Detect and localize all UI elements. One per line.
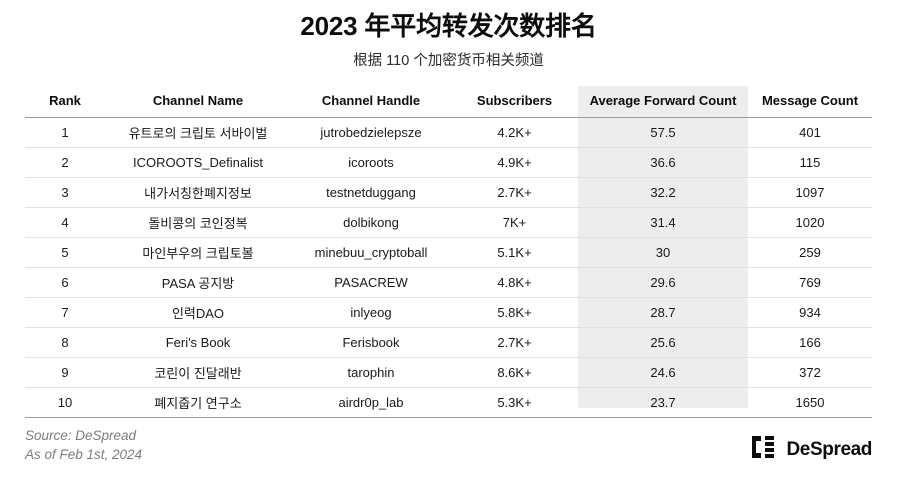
table-row: 1 유트로의 크립토 서바이벌 jutrobedzielepsze 4.2K+ 57.5…	[25, 117, 872, 148]
page-title: 2023 年平均转发次数排名	[300, 11, 597, 41]
table-cell-rank: 2	[25, 147, 105, 178]
ranking-table: Rank Channel Name Channel Handle Subscriber…	[25, 92, 872, 418]
table-cell-avg: 30	[578, 237, 748, 268]
table-cell-name: ICOROOTS_Definalist	[105, 147, 291, 178]
table-cell-msg: 934	[748, 297, 872, 328]
table-cell-subs: 4.8K+	[451, 267, 578, 298]
table-header-cell-rank: Rank	[25, 92, 105, 118]
table-cell-name: 내가서칭한폐지정보	[105, 177, 291, 208]
table-cell-subs: 5.8K+	[451, 297, 578, 328]
table-cell-name: 돌비콩의 코인정복	[105, 207, 291, 238]
table-cell-msg: 1020	[748, 207, 872, 238]
table-cell-rank: 3	[25, 177, 105, 208]
source-note: Source: DeSpread As of Feb 1st, 2024	[25, 426, 142, 465]
table-cell-rank: 8	[25, 327, 105, 358]
table-row: 7 인력DAO inlyeog 5.8K+ 28.7 934	[25, 297, 872, 328]
table-cell-avg: 28.7	[578, 297, 748, 328]
table-cell-handle: dolbikong	[291, 207, 451, 238]
table-cell-avg: 32.2	[578, 177, 748, 208]
table-header-cell-msg: Message Count	[748, 92, 872, 118]
table-cell-subs: 5.1K+	[451, 237, 578, 268]
table-row: 6 PASA 공지방 PASACREW 4.8K+ 29.6 769	[25, 267, 872, 298]
table-cell-name: 유트로의 크립토 서바이벌	[105, 117, 291, 148]
source-line-2: As of Feb 1st, 2024	[25, 447, 143, 463]
table-cell-subs: 7K+	[451, 207, 578, 238]
table-cell-rank: 6	[25, 267, 105, 298]
despread-logo: DeSpread	[752, 436, 872, 465]
table-cell-name: PASA 공지방	[105, 267, 291, 298]
table-cell-name: 폐지줍기 연구소	[105, 387, 291, 418]
table-row: 3 내가서칭한폐지정보 testnetduggang 2.7K+ 32.2 1097	[25, 177, 872, 208]
table-cell-avg: 36.6	[578, 147, 748, 178]
table-header-cell-avg: Average Forward Count	[578, 92, 748, 118]
table-cell-msg: 401	[748, 117, 872, 148]
table-row: 9 코린이 진달래반 tarophin 8.6K+ 24.6 372	[25, 357, 872, 388]
table-cell-handle: airdr0p_lab	[291, 387, 451, 418]
table-cell-avg: 23.7	[578, 387, 748, 418]
table-cell-name: 인력DAO	[105, 297, 291, 328]
table-cell-subs: 4.2K+	[451, 117, 578, 148]
table-cell-msg: 115	[748, 147, 872, 178]
ranking-table-wrapper: Rank Channel Name Channel Handle Subscriber…	[25, 85, 872, 418]
table-body: 1 유트로의 크립토 서바이벌 jutrobedzielepsze 4.2K+ 57.5…	[25, 117, 872, 418]
table-cell-subs: 2.7K+	[451, 177, 578, 208]
table-cell-handle: tarophin	[291, 357, 451, 388]
table-cell-handle: jutrobedzielepsze	[291, 117, 451, 148]
table-cell-name: 마인부우의 크립토볼	[105, 237, 291, 268]
header: 2023 年平均转发次数排名 根据 110 个加密货币相关频道	[0, 0, 897, 71]
table-cell-msg: 1097	[748, 177, 872, 208]
table-cell-rank: 4	[25, 207, 105, 238]
despread-wordmark: DeSpread	[786, 439, 872, 460]
table-cell-subs: 2.7K+	[451, 327, 578, 358]
table-cell-msg: 372	[748, 357, 872, 388]
table-cell-handle: inlyeog	[291, 297, 451, 328]
table-cell-avg: 24.6	[578, 357, 748, 388]
table-cell-handle: testnetduggang	[291, 177, 451, 208]
table-cell-handle: Ferisbook	[291, 327, 451, 358]
table-cell-handle: icoroots	[291, 147, 451, 178]
table-cell-rank: 1	[25, 117, 105, 148]
table-cell-avg: 31.4	[578, 207, 748, 238]
table-cell-avg: 25.6	[578, 327, 748, 358]
table-cell-subs: 5.3K+	[451, 387, 578, 418]
footer: Source: DeSpread As of Feb 1st, 2024 DeS…	[25, 426, 872, 465]
page-subtitle: 根据 110 个加密货币相关频道	[353, 53, 544, 70]
table-cell-name: Feri's Book	[105, 327, 291, 358]
table-header-cell-name: Channel Name	[105, 92, 291, 118]
table-row: 2 ICOROOTS_Definalist icoroots 4.9K+ 36.6 115	[25, 147, 872, 178]
table-header-cell-subs: Subscribers	[451, 92, 578, 118]
table-cell-rank: 5	[25, 237, 105, 268]
table-row: 5 마인부우의 크립토볼 minebuu_cryptoball 5.1K+ 30 259	[25, 237, 872, 268]
table-row: 4 돌비콩의 코인정복 dolbikong 7K+ 31.4 1020	[25, 207, 872, 238]
table-header: Rank Channel Name Channel Handle Subscriber…	[25, 92, 872, 118]
table-cell-rank: 10	[25, 387, 105, 418]
table-header-row: Rank Channel Name Channel Handle Subscriber…	[25, 92, 872, 118]
table-cell-avg: 57.5	[578, 117, 748, 148]
table-cell-msg: 769	[748, 267, 872, 298]
table-cell-rank: 9	[25, 357, 105, 388]
table-cell-subs: 8.6K+	[451, 357, 578, 388]
table-cell-handle: minebuu_cryptoball	[291, 237, 451, 268]
table-cell-avg: 29.6	[578, 267, 748, 298]
table-cell-msg: 259	[748, 237, 872, 268]
table-cell-subs: 4.9K+	[451, 147, 578, 178]
table-row: 8 Feri's Book Ferisbook 2.7K+ 25.6 166	[25, 327, 872, 358]
table-cell-msg: 1650	[748, 387, 872, 418]
despread-bracket-mark-icon	[752, 436, 778, 463]
table-cell-msg: 166	[748, 327, 872, 358]
table-cell-handle: PASACREW	[291, 267, 451, 298]
table-header-cell-handle: Channel Handle	[291, 92, 451, 118]
source-line-1: Source: DeSpread	[25, 427, 137, 443]
table-row: 10 폐지줍기 연구소 airdr0p_lab 5.3K+ 23.7 1650	[25, 387, 872, 418]
table-cell-rank: 7	[25, 297, 105, 328]
table-cell-name: 코린이 진달래반	[105, 357, 291, 388]
